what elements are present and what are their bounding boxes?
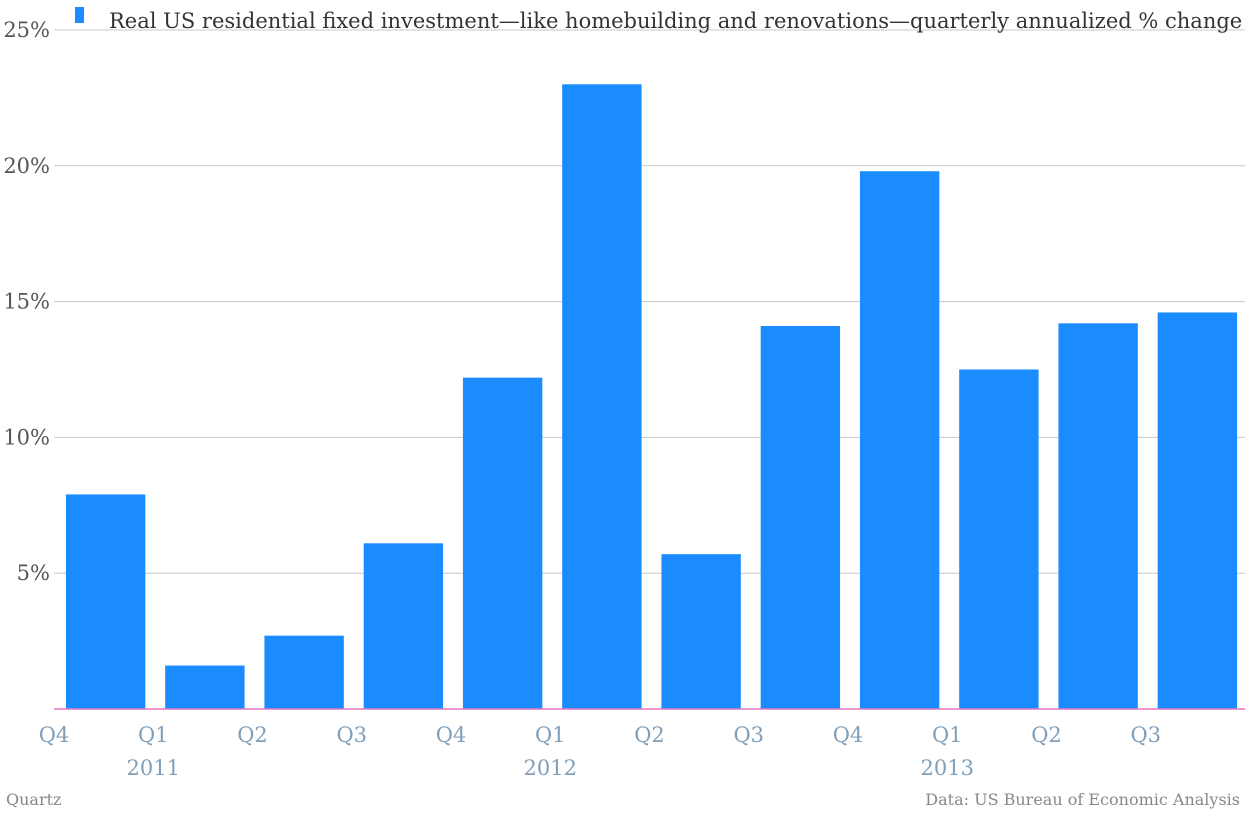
bar <box>462 377 543 709</box>
bar <box>959 369 1039 709</box>
bar <box>859 171 940 709</box>
x-tick-label: Q3 <box>336 723 367 747</box>
y-tick-label: 25% <box>3 18 50 42</box>
x-tick-label: Q4 <box>833 723 864 747</box>
y-tick-label: 10% <box>3 425 50 449</box>
bar <box>363 543 444 709</box>
x-tick-label: Q4 <box>39 723 70 747</box>
bars <box>65 84 1238 709</box>
x-tick-label: Q4 <box>436 723 467 747</box>
bar <box>264 635 344 709</box>
bar <box>65 494 146 709</box>
year-label: 2011 <box>127 756 180 780</box>
x-tick-label: Q1 <box>138 723 169 747</box>
bar <box>661 554 741 709</box>
year-label: 2013 <box>921 756 974 780</box>
bar <box>760 326 841 709</box>
x-tick-label: Q1 <box>535 723 566 747</box>
bar <box>1157 312 1238 709</box>
x-tick-label: Q1 <box>932 723 963 747</box>
x-tick-label: Q2 <box>237 723 268 747</box>
y-tick-label: 20% <box>3 154 50 178</box>
y-tick-label: 15% <box>3 290 50 314</box>
bar <box>165 665 245 709</box>
brand-label: Quartz <box>6 790 62 809</box>
bar <box>562 84 642 709</box>
y-tick-label: 5% <box>17 561 50 585</box>
legend-label: Real US residential fixed investment—lik… <box>109 9 1242 33</box>
x-tick-label: Q3 <box>733 723 764 747</box>
bar <box>1058 323 1138 709</box>
source-label: Data: US Bureau of Economic Analysis <box>925 790 1240 809</box>
x-tick-label: Q3 <box>1130 723 1161 747</box>
gridlines <box>54 29 1245 574</box>
legend-swatch <box>75 7 84 23</box>
year-labels: 2011 2012 2013 <box>127 756 974 780</box>
year-label: 2012 <box>524 756 577 780</box>
x-tick-label: Q2 <box>634 723 665 747</box>
x-axis-ticks: Q4 Q1 Q2 Q3 Q4 Q1 Q2 Q3 Q4 Q1 Q2 Q3 <box>39 723 1161 747</box>
y-axis-ticks: 5% 10% 15% 20% 25% <box>3 18 50 585</box>
legend: Real US residential fixed investment—lik… <box>75 7 1242 33</box>
x-tick-label: Q2 <box>1031 723 1062 747</box>
